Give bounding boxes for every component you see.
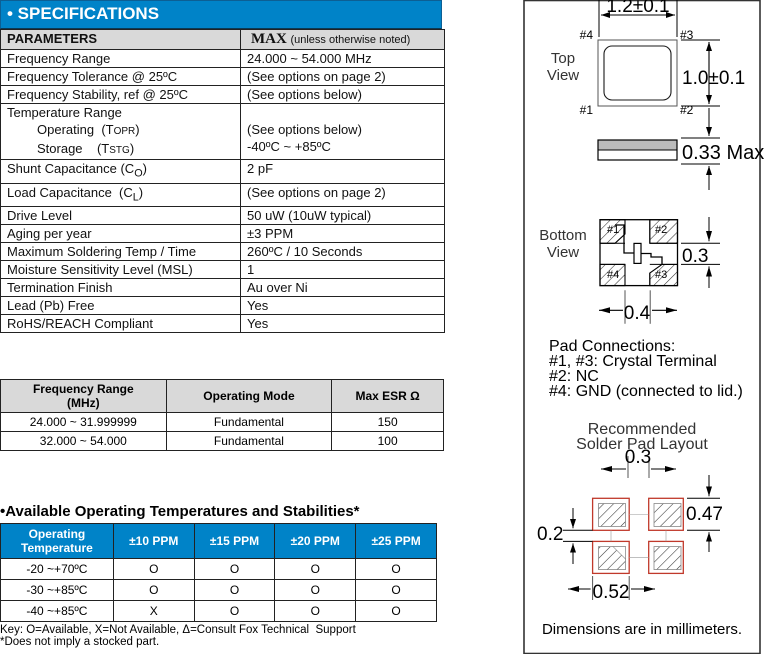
svg-text:0.3: 0.3 (682, 246, 708, 267)
svg-text:0.33 Max: 0.33 Max (682, 142, 764, 164)
svg-text:1.0±0.1: 1.0±0.1 (682, 68, 745, 89)
svg-text:#4: #4 (580, 28, 594, 42)
svg-text:0.4: 0.4 (624, 303, 651, 324)
svg-text:0.3: 0.3 (625, 447, 651, 468)
svg-text:0.2: 0.2 (537, 524, 563, 545)
svg-text:View: View (547, 244, 579, 261)
svg-text:#1: #1 (580, 103, 594, 117)
svg-text:#4: GND (connected to lid.): #4: GND (connected to lid.) (549, 383, 743, 400)
svg-text:1.2±0.1: 1.2±0.1 (606, 0, 669, 17)
svg-text:#3: #3 (655, 269, 667, 281)
svg-text:Top: Top (551, 50, 575, 67)
svg-text:0.47: 0.47 (686, 504, 723, 525)
svg-text:0.52: 0.52 (593, 582, 630, 603)
svg-text:Bottom: Bottom (539, 227, 587, 244)
svg-text:Dimensions are in millimeters.: Dimensions are in millimeters. (542, 621, 742, 638)
svg-text:#2: #2 (655, 224, 667, 236)
svg-text:#1: #1 (607, 224, 619, 236)
svg-text:#4: #4 (607, 269, 619, 281)
svg-text:View: View (547, 67, 579, 84)
svg-text:#2: #2 (680, 103, 694, 117)
